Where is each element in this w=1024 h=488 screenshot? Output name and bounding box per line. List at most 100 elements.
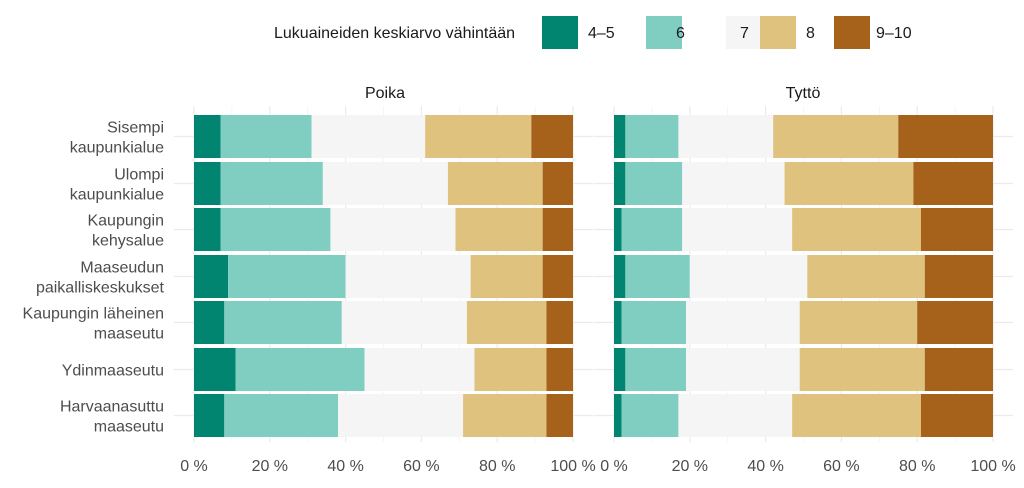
legend-swatch-4	[834, 16, 870, 49]
x-tick-label: 60 %	[823, 458, 859, 475]
bar-segment-1-3-0	[614, 255, 626, 298]
bar-segment-0-1-3	[447, 162, 543, 205]
x-tick-label: 80 %	[479, 458, 515, 475]
bar-segment-0-0-4	[531, 115, 573, 158]
bar-segment-0-0-1	[220, 115, 312, 158]
bar-segment-1-4-4	[917, 301, 993, 344]
bar-segment-1-0-3	[773, 115, 899, 158]
bar-segment-1-5-1	[625, 348, 687, 391]
x-tick-label: 20 %	[672, 458, 708, 475]
bar-segment-1-2-4	[920, 208, 993, 251]
x-tick-label: 40 %	[747, 458, 783, 475]
bar-segment-1-6-0	[614, 394, 622, 437]
bar-segment-1-1-0	[614, 162, 626, 205]
bar-segment-1-3-2	[689, 255, 808, 298]
category-label-6: Harvaanasuttu maaseutu	[60, 399, 164, 436]
bar-segment-0-5-0	[194, 348, 236, 391]
category-label-2: Kaupungin kehysalue	[87, 213, 164, 250]
bar-segment-1-5-2	[686, 348, 800, 391]
x-tick-label: 40 %	[327, 458, 363, 475]
facet-label-1: Tyttö	[786, 85, 821, 102]
bar-segment-1-1-1	[625, 162, 683, 205]
bar-segment-0-3-3	[470, 255, 543, 298]
bar-segment-1-0-0	[614, 115, 626, 158]
bar-segment-0-5-1	[235, 348, 365, 391]
bar-segment-0-3-4	[542, 255, 573, 298]
x-tick-label: 80 %	[899, 458, 935, 475]
x-tick-label: 20 %	[252, 458, 288, 475]
bar-segment-0-1-4	[542, 162, 573, 205]
x-tick-label: 60 %	[403, 458, 439, 475]
bar-segment-1-6-2	[678, 394, 793, 437]
bar-segment-1-3-3	[807, 255, 925, 298]
bar-segment-1-1-2	[682, 162, 785, 205]
bar-segment-0-6-2	[338, 394, 464, 437]
category-labels: Sisempi kaupunkialue Ulompi kaupunkialue Kau…	[23, 120, 165, 436]
bar-segment-0-3-0	[194, 255, 229, 298]
bar-segment-0-5-4	[546, 348, 573, 391]
bar-segment-0-4-0	[194, 301, 225, 344]
panel-1: Tyttö 0 % 20 % 40 % 60 % 80 % 100 %	[594, 85, 1016, 475]
bar-segment-0-3-1	[228, 255, 346, 298]
bar-segment-1-4-3	[799, 301, 918, 344]
bar-segment-1-1-4	[913, 162, 993, 205]
bar-segment-0-4-2	[341, 301, 467, 344]
bar-segment-1-4-1	[621, 301, 687, 344]
legend-label-2: 7	[740, 25, 749, 42]
bar-segment-1-4-0	[614, 301, 622, 344]
x-tick-label: 0 %	[180, 458, 208, 475]
bar-segment-0-1-1	[220, 162, 323, 205]
bar-segment-0-5-2	[364, 348, 475, 391]
legend-swatch-2	[726, 16, 762, 49]
bar-segment-0-3-2	[345, 255, 471, 298]
bar-segment-1-5-0	[614, 348, 626, 391]
bar-segment-1-0-1	[625, 115, 679, 158]
x-tick-label: 0 %	[600, 458, 628, 475]
bar-segment-0-4-3	[466, 301, 547, 344]
bar-segment-1-6-3	[792, 394, 921, 437]
bar-segment-1-2-0	[614, 208, 622, 251]
bar-segment-0-2-1	[220, 208, 331, 251]
bar-segment-0-2-4	[542, 208, 573, 251]
category-label-1: Ulompi kaupunkialue	[70, 167, 164, 204]
legend-title: Lukuaineiden keskiarvo vähintään	[274, 25, 515, 42]
bar-segment-1-5-3	[799, 348, 925, 391]
bar-segment-0-6-4	[546, 394, 573, 437]
panel-0: Poika 0 % 20 % 40 % 60 % 80 % 100 %	[174, 85, 596, 475]
bar-segment-1-4-2	[686, 301, 800, 344]
bar-segment-1-2-2	[682, 208, 793, 251]
category-label-4: Kaupungin läheinen maaseutu	[23, 306, 164, 343]
bar-segment-1-1-3	[784, 162, 914, 205]
bar-segment-0-1-2	[322, 162, 448, 205]
category-label-5: Ydinmaaseutu	[62, 363, 164, 380]
bar-segment-0-0-3	[425, 115, 532, 158]
bar-segment-0-5-3	[474, 348, 547, 391]
x-tick-label: 100 %	[970, 458, 1015, 475]
legend-label-3: 8	[806, 25, 815, 42]
bar-segment-0-0-0	[194, 115, 221, 158]
legend-swatch-0	[542, 16, 578, 49]
bar-segment-0-2-3	[455, 208, 543, 251]
bar-segment-0-6-0	[194, 394, 225, 437]
bar-segment-0-0-2	[311, 115, 426, 158]
legend-label-0: 4–5	[588, 25, 615, 42]
bar-segment-1-3-1	[625, 255, 690, 298]
legend-label-4: 9–10	[876, 25, 912, 42]
bar-segment-1-5-4	[924, 348, 993, 391]
bar-segment-0-6-3	[463, 394, 547, 437]
bar-segment-0-2-2	[330, 208, 456, 251]
bar-segment-1-2-3	[792, 208, 921, 251]
bar-segment-1-6-4	[920, 394, 993, 437]
bar-segment-0-4-4	[546, 301, 573, 344]
bar-segment-1-3-4	[924, 255, 993, 298]
x-tick-label: 100 %	[550, 458, 595, 475]
bar-segment-0-4-1	[224, 301, 342, 344]
bar-segment-0-2-0	[194, 208, 221, 251]
legend-swatch-3	[760, 16, 796, 49]
facet-label-0: Poika	[365, 85, 405, 102]
legend-label-1: 6	[676, 25, 685, 42]
category-label-3: Maaseudun paikalliskeskukset	[36, 260, 165, 297]
legend-swatch-1	[646, 16, 682, 49]
legend: Lukuaineiden keskiarvo vähintään 4–5 6 7 8 9…	[274, 16, 912, 49]
